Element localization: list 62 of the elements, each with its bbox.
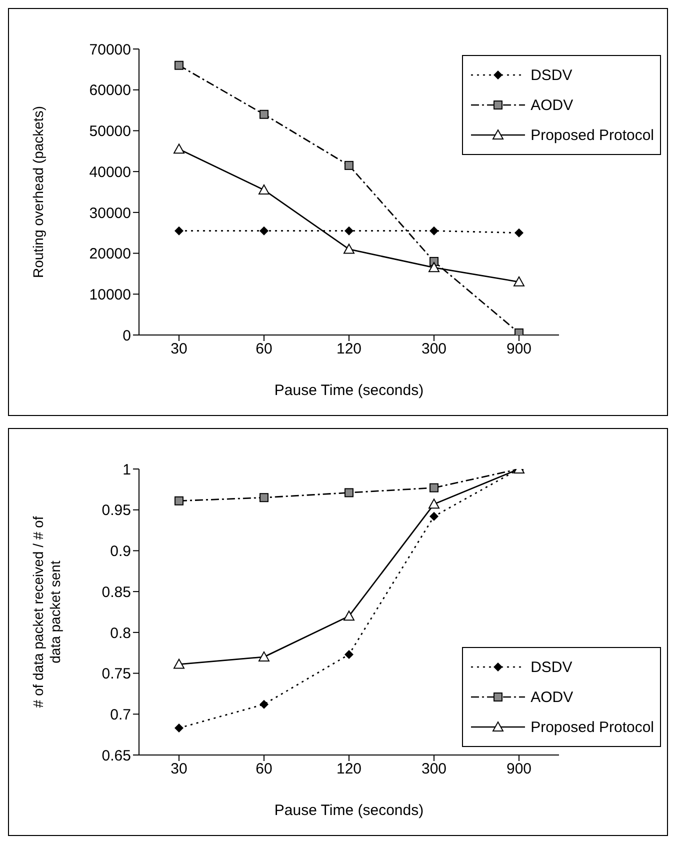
- y-tick-label: 0.7: [110, 706, 131, 724]
- y-tick-label: 40000: [89, 164, 131, 181]
- point: [430, 512, 438, 521]
- x-tick-label: 30: [170, 340, 188, 358]
- point: [258, 184, 270, 194]
- point: [344, 488, 354, 498]
- point: [258, 651, 270, 662]
- y-tick-label: 0.75: [102, 666, 131, 683]
- y-tick-label: 20000: [89, 246, 131, 263]
- x-tick-label: 120: [336, 760, 362, 778]
- y-tick-label: 0.85: [102, 584, 131, 601]
- point: [430, 226, 438, 236]
- point: [260, 700, 268, 709]
- point: [344, 160, 354, 170]
- point: [174, 724, 184, 733]
- point: [344, 650, 354, 659]
- x-tick-label: 60: [256, 340, 272, 358]
- y-tick-label: 0.9: [110, 543, 131, 560]
- point: [174, 144, 184, 154]
- y-tick-label: 10000: [89, 286, 131, 304]
- y-tick-label: 0.95: [102, 502, 131, 520]
- legend-label: DSDV: [530, 66, 572, 84]
- x-tick-label: 60: [256, 760, 272, 778]
- x-tick-label: 900: [506, 340, 532, 358]
- y-axis-title: Routing overhead (packets): [30, 106, 46, 278]
- point: [174, 60, 184, 70]
- point: [260, 110, 268, 119]
- point: [514, 228, 524, 238]
- y-tick-label: 0.65: [102, 747, 131, 764]
- y-axis-title: # of data packet received / # of data packet sent: [30, 516, 63, 708]
- y-tick-label: 1: [122, 461, 131, 478]
- legend-label: AODV: [530, 96, 574, 114]
- point: [428, 262, 440, 272]
- legend-label: Proposed Protocol: [530, 126, 654, 144]
- point: [514, 328, 524, 335]
- point: [344, 226, 354, 236]
- point: [174, 226, 184, 236]
- point: [344, 244, 354, 254]
- legend-label: Proposed Protocol: [530, 718, 654, 736]
- y-tick-label: 0: [122, 327, 131, 344]
- x-tick-label: 30: [170, 760, 188, 778]
- point: [174, 658, 184, 669]
- point: [260, 226, 268, 236]
- point: [428, 498, 440, 509]
- x-axis-title: Pause Time (seconds): [274, 382, 424, 399]
- x-tick-label: 120: [336, 340, 362, 358]
- point: [430, 483, 438, 492]
- y-tick-label: 70000: [89, 41, 131, 58]
- legend-label: DSDV: [530, 658, 572, 676]
- legend-label: AODV: [530, 688, 574, 706]
- point: [344, 610, 354, 621]
- x-axis-title: Pause Time (seconds): [274, 802, 424, 819]
- x-tick-label: 300: [421, 760, 447, 778]
- point: [174, 496, 184, 506]
- point: [514, 276, 524, 286]
- y-tick-label: 0.8: [110, 624, 131, 642]
- x-tick-label: 900: [506, 760, 532, 778]
- y-tick-label: 60000: [89, 82, 131, 100]
- point: [260, 493, 268, 502]
- y-tick-label: 50000: [89, 123, 131, 140]
- x-tick-label: 300: [421, 340, 447, 358]
- y-tick-label: 30000: [89, 204, 131, 222]
